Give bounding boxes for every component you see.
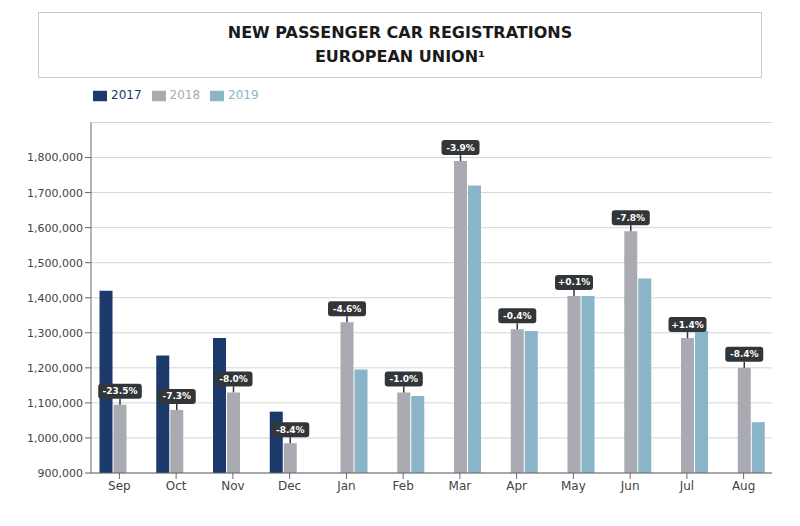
html-text:NEW PASSENGER CAR REGISTRATION: NEW PASSENGER CAR REGISTRATIONS — [227, 23, 573, 42]
svg-text:1,200,000: 1,200,000 — [27, 362, 83, 375]
html-text:2018: 2018 — [169, 88, 201, 102]
svg-text:Nov: Nov — [221, 479, 244, 493]
svg-text:Aug: Aug — [732, 479, 755, 493]
svg-text:Jul: Jul — [679, 479, 694, 493]
svg-text:Mar: Mar — [449, 479, 472, 493]
svg-text:Apr: Apr — [506, 479, 527, 493]
svg-text:-4.6%: -4.6% — [333, 304, 362, 314]
svg-text:900,000: 900,000 — [38, 467, 84, 480]
svg-text:1,400,000: 1,400,000 — [27, 292, 83, 305]
svg-text:-1.0%: -1.0% — [389, 374, 418, 384]
html-text:2017: 2017 — [111, 88, 142, 102]
svg-text:Oct: Oct — [166, 479, 187, 493]
svg-text:-3.9%: -3.9% — [446, 143, 475, 153]
html-text:2019: 2019 — [228, 88, 259, 102]
svg-text:-0.4%: -0.4% — [503, 311, 532, 321]
svg-text:+1.4%: +1.4% — [671, 320, 704, 330]
svg-text:-7.3%: -7.3% — [162, 391, 191, 401]
svg-text:+0.1%: +0.1% — [558, 277, 591, 287]
svg-text:-8.4%: -8.4% — [730, 349, 759, 359]
svg-text:-23.5%: -23.5% — [103, 386, 138, 396]
svg-text:1,000,000: 1,000,000 — [27, 432, 83, 445]
svg-text:Jun: Jun — [620, 479, 640, 493]
svg-text:1,300,000: 1,300,000 — [27, 327, 83, 340]
svg-text:1,700,000: 1,700,000 — [27, 187, 83, 200]
svg-text:-8.4%: -8.4% — [276, 425, 305, 435]
svg-text:1,500,000: 1,500,000 — [27, 257, 83, 270]
svg-text:1,100,000: 1,100,000 — [27, 397, 83, 410]
svg-text:1,800,000: 1,800,000 — [27, 151, 83, 164]
svg-text:1,600,000: 1,600,000 — [27, 222, 83, 235]
svg-text:Dec: Dec — [278, 479, 301, 493]
svg-text:Feb: Feb — [393, 479, 414, 493]
html-text:EUROPEAN UNION¹: EUROPEAN UNION¹ — [314, 47, 486, 66]
svg-text:Jan: Jan — [336, 479, 356, 493]
svg-text:Sep: Sep — [108, 479, 131, 493]
svg-text:-8.0%: -8.0% — [219, 374, 248, 384]
svg-text:May: May — [561, 479, 586, 493]
svg-text:-7.8%: -7.8% — [616, 213, 645, 223]
